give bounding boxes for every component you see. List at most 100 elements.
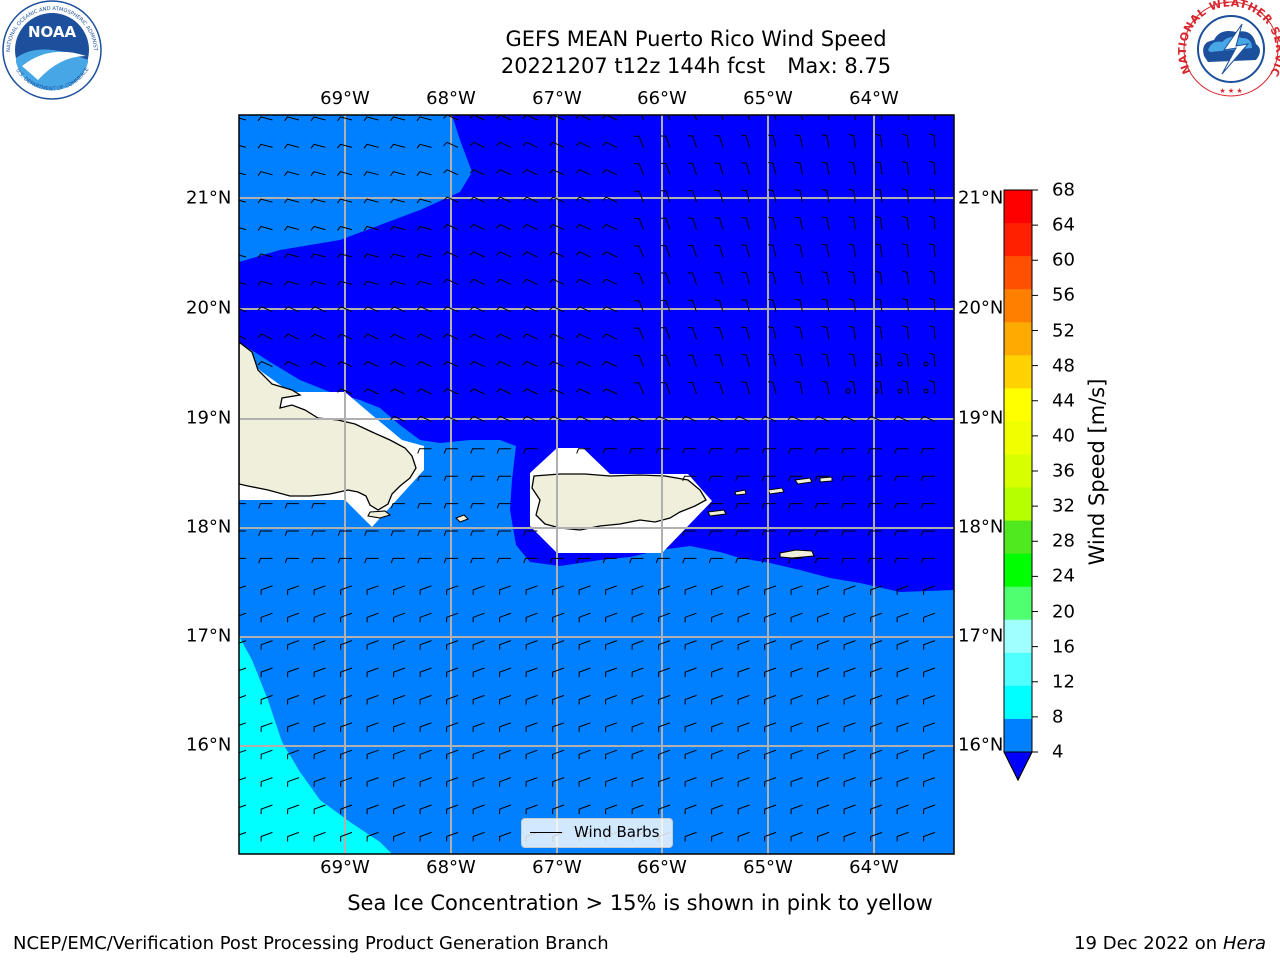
wind-barb [416,388,432,395]
wind-barb [634,382,644,395]
wind-barb [774,115,777,121]
wind-barb [390,198,406,204]
wind-barb [419,667,432,678]
lat-label-right: 21°N [958,187,1004,209]
wind-barb [522,251,538,258]
wind-barb [684,804,697,815]
wind-barb [768,162,777,175]
wind-barb [284,530,299,536]
wind-barb [605,612,618,623]
wind-barb [472,722,485,732]
wind-barb [764,722,777,732]
wind-barb [794,298,803,312]
wind-barb [848,243,856,258]
wind-barb [390,557,405,564]
wind-barb [794,353,803,367]
lon-label-bottom: 69°W [320,857,370,878]
wind-barb [313,831,326,842]
wind-barb [393,585,406,595]
lon-label-top: 66°W [637,88,687,109]
wind-barb [525,640,538,650]
wind-barb [605,777,618,787]
wind-barb [658,749,671,760]
wind-barb [416,198,432,204]
wind-barb [578,777,591,787]
wind-barb [660,354,671,367]
run-info: 20221207 t12z 144h fcst [500,54,766,78]
wind-barb [790,777,803,787]
wind-barb [390,530,405,536]
wind-barb [682,448,697,454]
wind-barb [631,694,644,705]
wind-barb [790,749,803,760]
wind-barb [684,640,697,650]
wind-barb [660,190,671,203]
lon-label-bottom: 68°W [426,857,476,878]
wind-barb [660,327,671,340]
wind-barb [800,115,803,121]
wind-barb [634,190,644,203]
island-mona [455,514,469,523]
wind-barb [469,278,485,285]
wind-barb [814,475,829,482]
wind-barb [239,640,247,644]
wind-barb [288,860,299,869]
wind-barb [867,475,882,482]
wind-barb [902,133,909,148]
wind-barb [313,804,326,815]
wind-barb [848,216,856,230]
colorbar-tick-label: 4 [1052,741,1064,763]
colorbar-tick-label: 44 [1052,390,1075,412]
wind-barb [337,530,352,536]
wind-barb [794,134,803,148]
wind-barb [629,557,644,564]
wind-barb [902,298,909,312]
wind-barb [894,503,909,509]
wind-barb [768,326,777,340]
wind-barb [735,557,750,564]
wind-barb [525,694,538,705]
wind-barb [708,557,723,564]
colorbar-segment [1004,256,1032,290]
wind-barb [817,722,830,732]
wind-barb [419,640,432,650]
wind-barb [817,749,830,760]
wind-barb [764,640,777,650]
wind-barb [741,381,750,395]
map-gridlines [239,115,954,854]
wind-barb [393,777,406,787]
wind-barb [821,243,830,258]
wind-barb [417,475,432,482]
wind-barb [552,612,565,623]
wind-barb [658,612,671,623]
wind-barb [747,115,750,121]
wind-barb [337,557,352,564]
wind-barb [875,298,883,312]
chart-subtitle: 20221207 t12z 144h fcst Max: 8.75 [296,54,1096,78]
wind-barb [472,804,485,815]
wind-barb [814,415,830,422]
wind-barb [896,749,909,760]
wind-barb [366,585,379,595]
wind-barb [578,585,591,595]
wind-barb [446,585,459,595]
wind-barb [848,271,856,285]
wind-barb [714,162,724,175]
wind-barb [768,134,777,148]
wind-barb [313,667,326,678]
wind-barb [472,667,485,678]
wind-barb [631,777,644,787]
lat-label-left: 18°N [186,516,232,538]
lat-label-right: 18°N [958,516,1004,538]
wind-barb [714,272,724,285]
wind-barb [472,640,485,650]
wind-barb [708,503,723,509]
wind-barb [821,216,830,230]
wind-barb [821,189,830,203]
wind-barb [523,557,538,564]
wind-barb [313,722,326,732]
wind-barb [257,171,273,176]
wind-barb [606,860,617,869]
wind-barb [390,116,406,122]
wind-barb [472,585,485,595]
